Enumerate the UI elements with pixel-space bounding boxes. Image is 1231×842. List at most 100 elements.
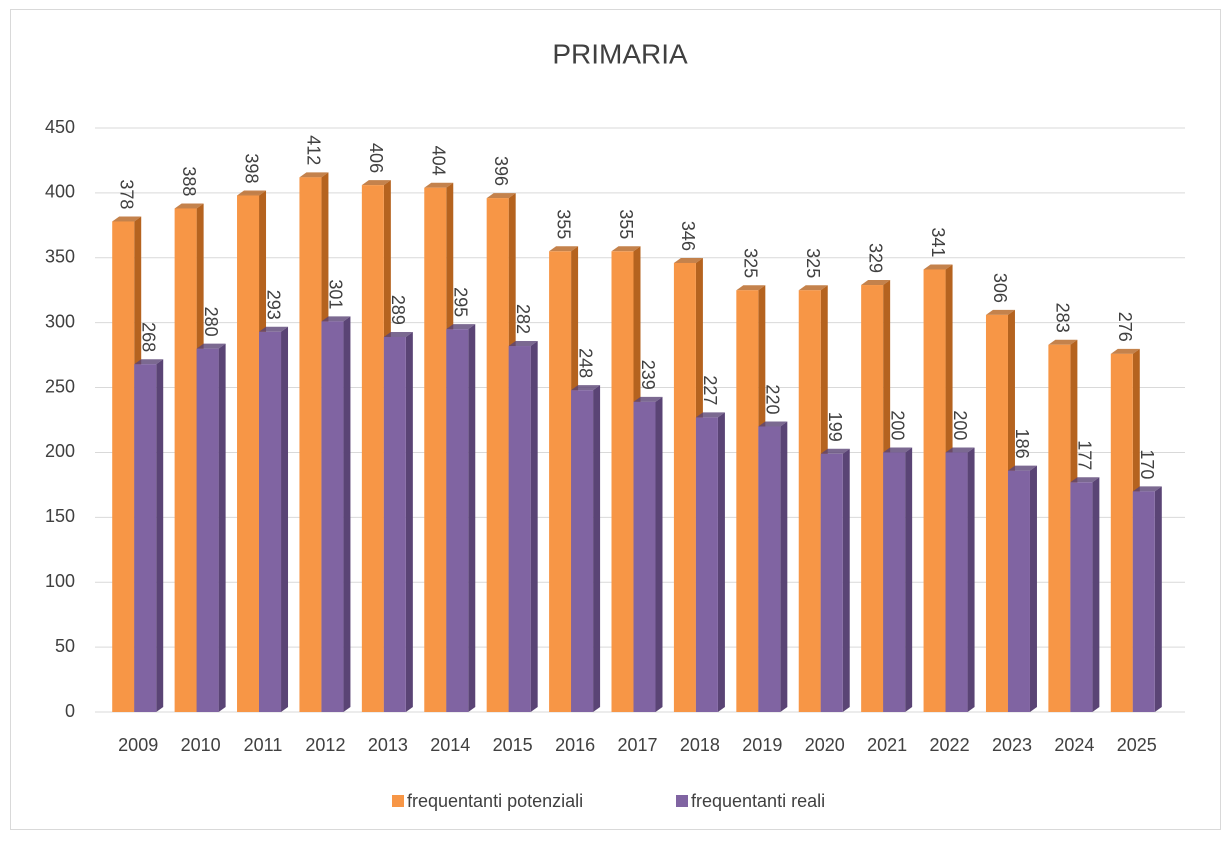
data-label: 325 (741, 248, 761, 278)
data-label: 398 (241, 153, 261, 183)
data-label: 301 (326, 279, 346, 309)
bar (361, 185, 384, 712)
data-label: 199 (825, 412, 845, 442)
bar-top (1048, 339, 1078, 345)
bar-top (383, 331, 413, 337)
bar (1048, 344, 1071, 712)
x-tick-label: 2011 (244, 735, 283, 755)
x-tick-label: 2013 (368, 735, 408, 755)
legend-label: frequentanti potenziali (407, 791, 583, 811)
x-tick-label: 2022 (930, 735, 970, 755)
bar-top (633, 396, 663, 402)
bar (383, 336, 406, 712)
bar-top (611, 246, 641, 252)
bar-side (405, 331, 413, 712)
data-label: 306 (990, 273, 1010, 303)
bar-top (695, 412, 725, 418)
data-label: 186 (1012, 429, 1032, 459)
bar (1007, 470, 1030, 712)
bar (1110, 353, 1133, 712)
bar-top (321, 316, 351, 322)
bar-side (655, 396, 663, 712)
data-label: 396 (491, 156, 511, 186)
bar-top (673, 257, 703, 263)
bar-top (923, 264, 953, 270)
x-tick-label: 2009 (118, 735, 158, 755)
bar-top (486, 193, 516, 199)
x-tick-label: 2020 (805, 735, 845, 755)
chart-title: PRIMARIA (552, 38, 688, 69)
bar (1070, 482, 1093, 712)
bar-top (820, 448, 850, 454)
x-tick-label: 2017 (617, 735, 657, 755)
bar (798, 290, 821, 712)
bar-top (259, 326, 289, 332)
data-label: 170 (1137, 449, 1157, 479)
bar-top (1132, 486, 1162, 492)
bar-top (424, 182, 454, 188)
bar-side (1092, 477, 1100, 712)
bar (174, 208, 197, 712)
bar (695, 417, 718, 712)
bar (820, 453, 843, 712)
bar (237, 195, 260, 713)
data-label: 325 (803, 248, 823, 278)
data-label: 282 (513, 304, 533, 334)
legend-label: frequentanti reali (691, 791, 825, 811)
legend-swatch (392, 795, 404, 807)
bar-top (549, 246, 579, 252)
bar (134, 364, 157, 712)
bar (321, 321, 344, 712)
data-label: 388 (179, 166, 199, 196)
bar-side (281, 326, 289, 712)
x-tick-label: 2010 (181, 735, 221, 755)
legend-swatch (676, 795, 688, 807)
bar-side (530, 341, 538, 712)
bar-side (780, 421, 788, 712)
bar-top (571, 385, 601, 391)
bar-side (156, 359, 164, 712)
y-tick-label: 0 (65, 701, 75, 721)
bar-top (861, 280, 891, 286)
y-tick-label: 400 (45, 182, 75, 202)
bar (571, 390, 594, 712)
y-tick-label: 50 (55, 636, 75, 656)
bar-top (758, 421, 788, 427)
bar (758, 426, 781, 712)
bar (259, 331, 282, 712)
data-label: 239 (638, 360, 658, 390)
bar-side (593, 385, 601, 712)
bar (633, 401, 656, 712)
bar (611, 251, 634, 713)
data-label: 293 (263, 290, 283, 320)
data-label: 280 (201, 307, 221, 337)
y-tick-label: 100 (45, 571, 75, 591)
bar (861, 285, 884, 712)
x-tick-label: 2015 (493, 735, 533, 755)
bar-top (508, 341, 538, 347)
bar (923, 269, 946, 712)
bar-top (736, 285, 766, 291)
bar (299, 177, 322, 712)
data-label: 283 (1053, 303, 1073, 333)
bar (446, 329, 469, 712)
data-label: 177 (1075, 440, 1095, 470)
x-tick-label: 2025 (1117, 735, 1157, 755)
bar-top (1007, 465, 1037, 471)
bar-top (446, 324, 476, 330)
data-label: 378 (116, 179, 136, 209)
bar-top (798, 285, 828, 291)
bar-side (1154, 486, 1162, 712)
bar-side (842, 448, 850, 712)
bar-side (343, 316, 351, 712)
bar (196, 348, 219, 712)
data-label: 346 (678, 221, 698, 251)
data-label: 268 (138, 322, 158, 352)
bar-top (883, 447, 913, 453)
bar-top (985, 309, 1015, 315)
x-tick-label: 2019 (742, 735, 782, 755)
x-tick-label: 2024 (1054, 735, 1094, 755)
bar-top (361, 180, 391, 186)
bar-top (196, 343, 226, 349)
